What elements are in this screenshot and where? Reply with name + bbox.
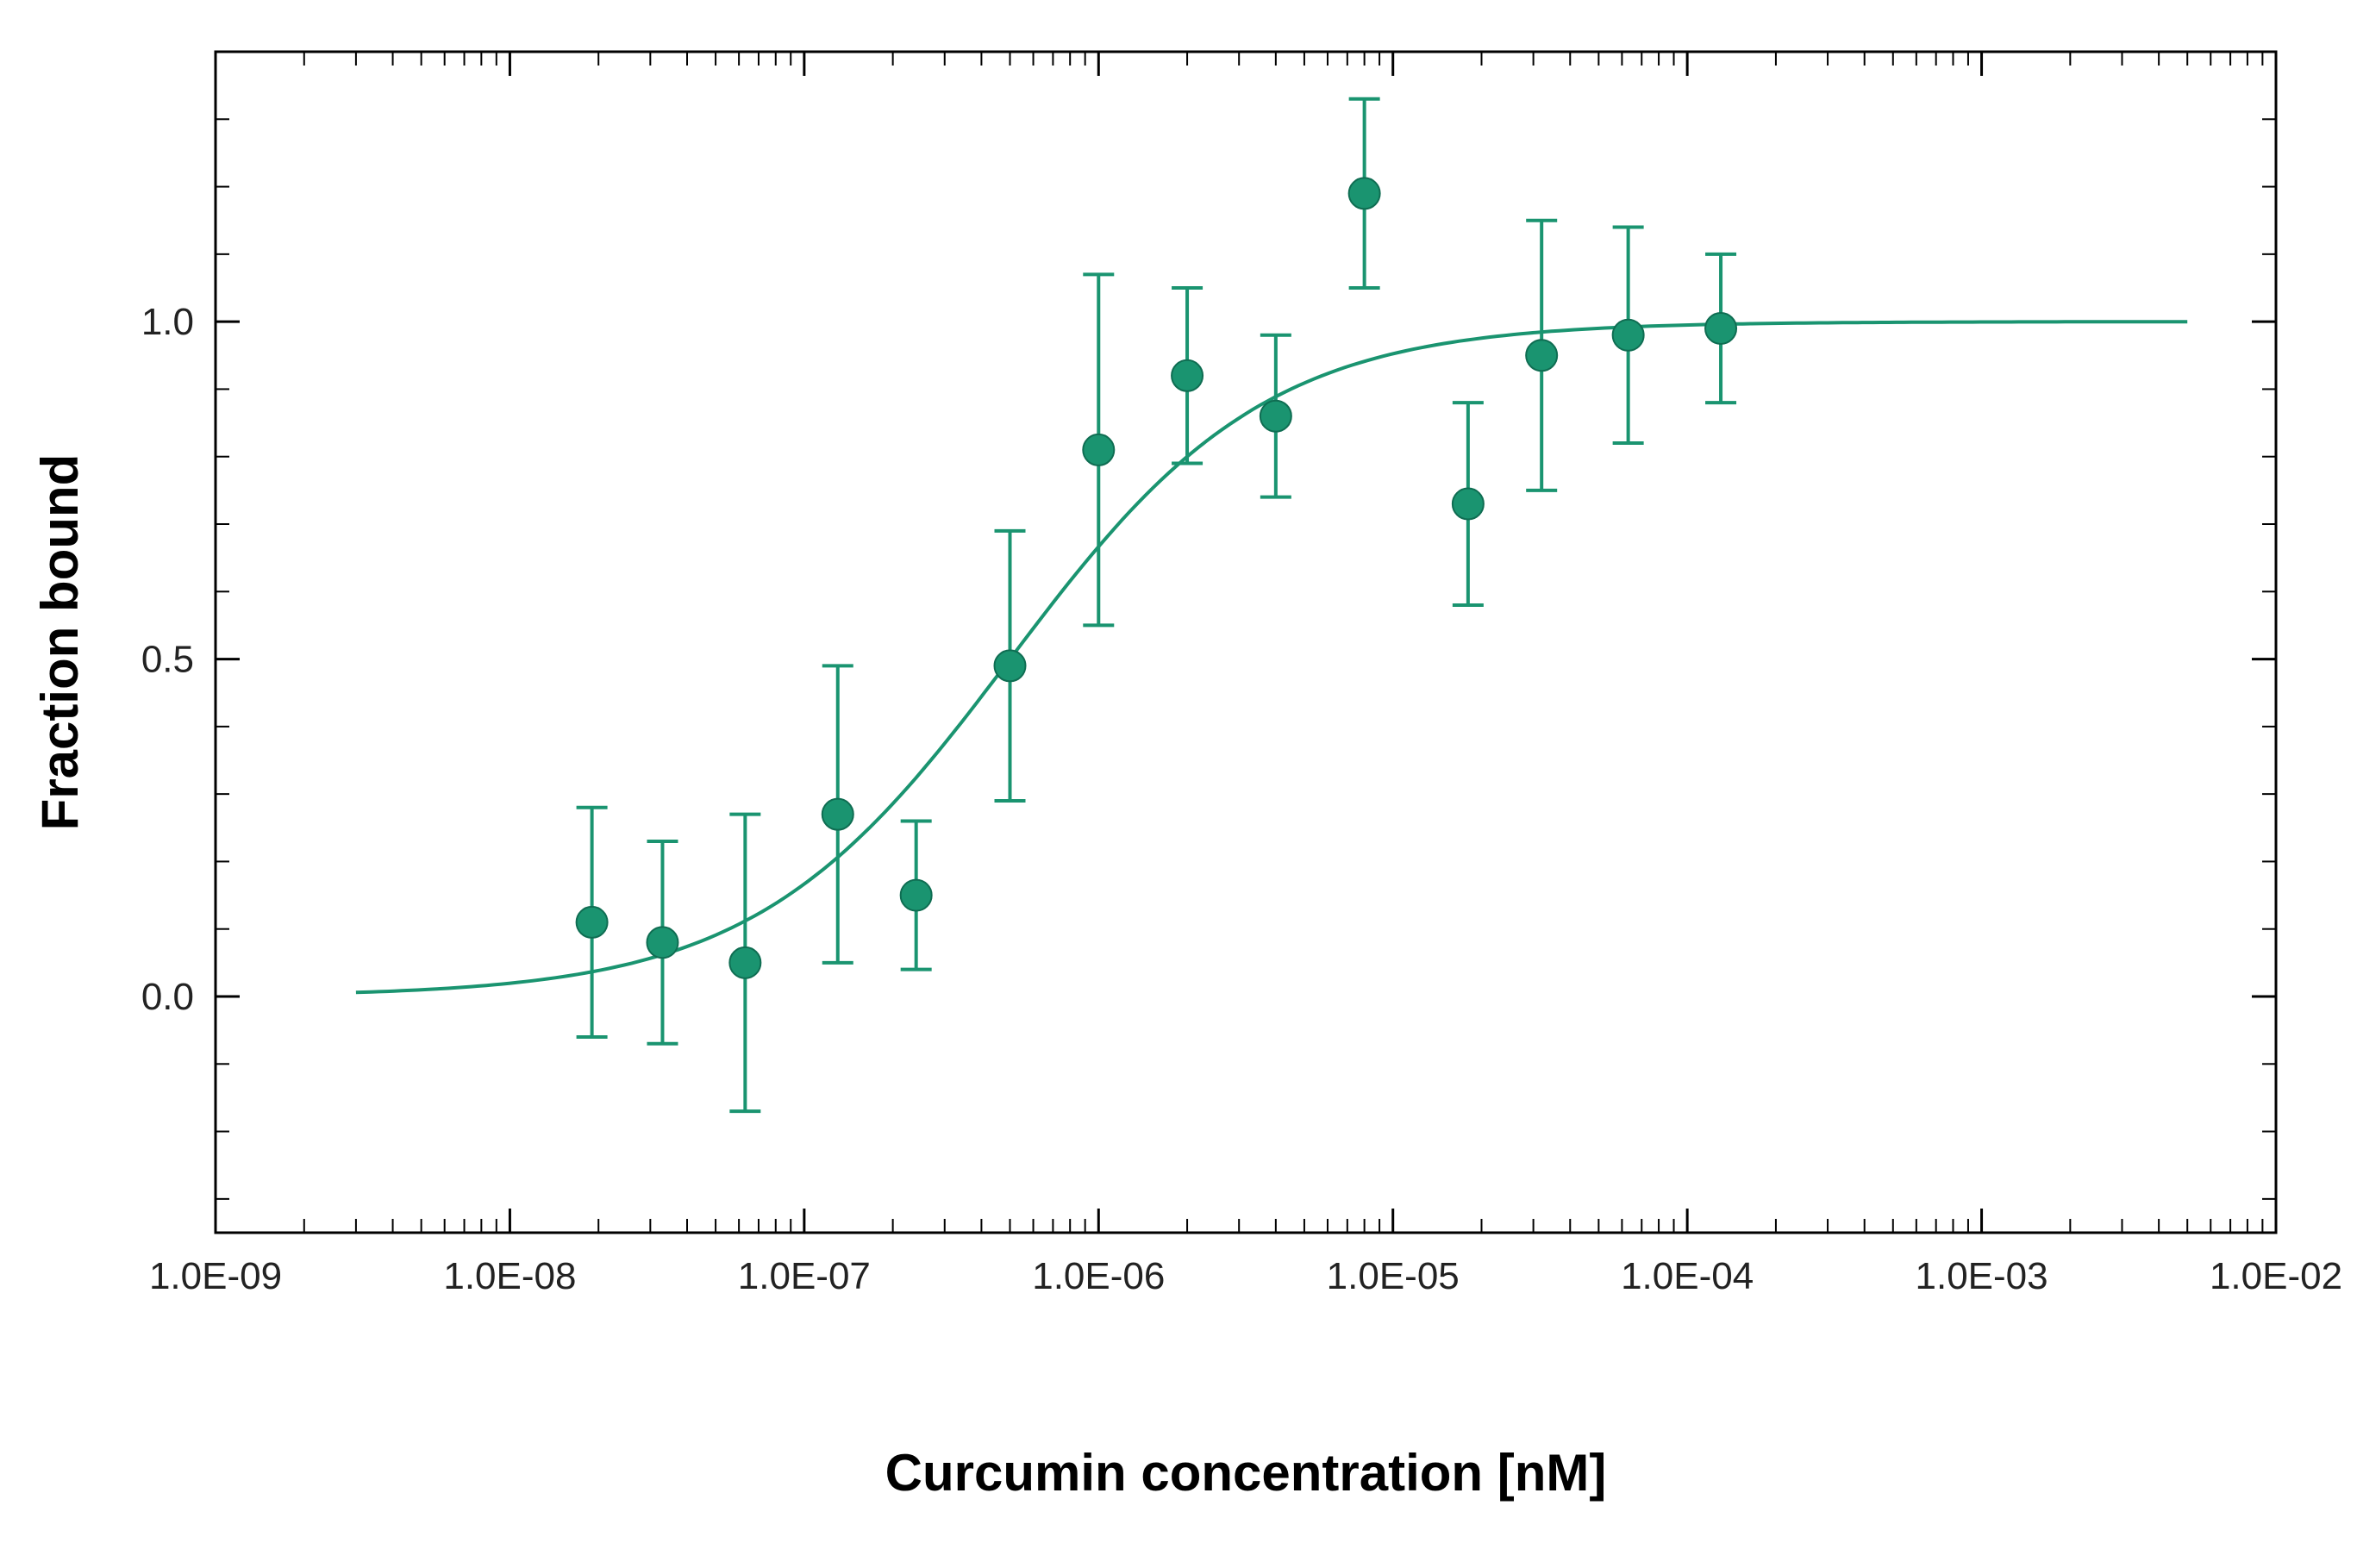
chart-container: 1.0E-09 1.0E-08 1.0E-07 1.0E-06 1.0E-05 1.0E-… [0, 0, 2357, 1568]
x-tick-label: 1.0E-08 [443, 1255, 576, 1297]
data-series [577, 99, 1736, 1111]
y-tick-label: 0.0 [141, 976, 194, 1018]
y-axis-title: Fraction bound [31, 454, 89, 831]
x-tick-label: 1.0E-05 [1327, 1255, 1460, 1297]
x-ticks: 1.0E-09 1.0E-08 1.0E-07 1.0E-06 1.0E-05 1.0E-… [149, 52, 2342, 1297]
data-point [1613, 320, 1644, 351]
x-tick-label: 1.0E-02 [2210, 1255, 2342, 1297]
x-axis-title: Curcumin concentration [nM] [885, 1444, 1607, 1502]
y-tick-label: 1.0 [141, 301, 194, 343]
data-point [1349, 178, 1380, 209]
x-tick-label: 1.0E-07 [738, 1255, 871, 1297]
data-point [901, 880, 932, 911]
plot-border [216, 52, 2276, 1233]
data-point [647, 927, 678, 958]
data-point [1705, 313, 1736, 344]
data-point [1453, 489, 1484, 520]
y-tick-label: 0.5 [141, 639, 194, 681]
data-point [1172, 360, 1203, 391]
x-tick-label: 1.0E-06 [1032, 1255, 1165, 1297]
data-point [1083, 434, 1114, 465]
x-tick-label: 1.0E-04 [1621, 1255, 1754, 1297]
x-tick-label: 1.0E-09 [149, 1255, 282, 1297]
y-ticks: 0.0 0.5 1.0 [141, 52, 2276, 1199]
data-point [822, 799, 853, 830]
dose-response-chart: 1.0E-09 1.0E-08 1.0E-07 1.0E-06 1.0E-05 1.0E-… [0, 0, 2357, 1568]
data-point [1526, 340, 1557, 371]
data-point [577, 907, 608, 938]
data-point [995, 650, 1026, 681]
data-point [729, 947, 760, 978]
data-point [1260, 401, 1291, 432]
x-tick-label: 1.0E-03 [1916, 1255, 2048, 1297]
